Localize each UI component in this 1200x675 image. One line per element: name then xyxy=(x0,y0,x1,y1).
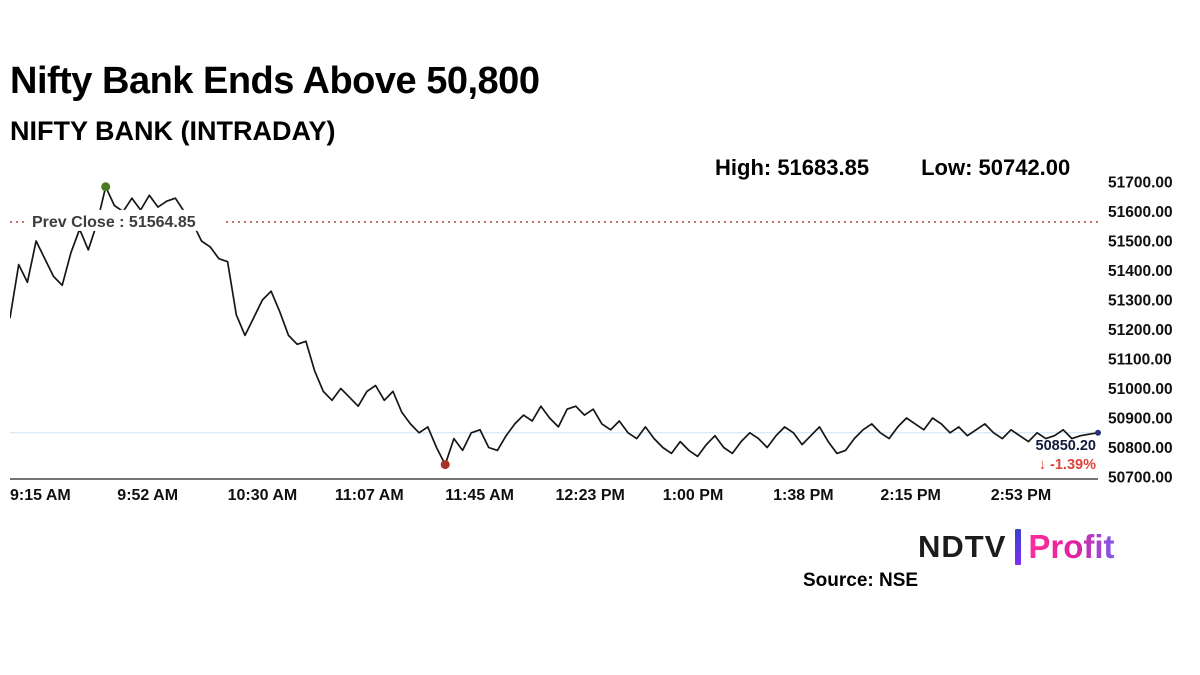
logo-divider-bar xyxy=(1015,529,1022,565)
y-axis-tick-label: 51500.00 xyxy=(1108,234,1173,251)
x-axis-tick-label: 1:38 PM xyxy=(773,487,833,504)
y-axis-tick-label: 51000.00 xyxy=(1108,381,1173,398)
y-axis-tick-label: 51100.00 xyxy=(1108,352,1172,369)
last-price-marker xyxy=(1095,429,1101,436)
y-axis-tick-label: 51300.00 xyxy=(1108,293,1173,310)
high-label: High: 51683.85 xyxy=(715,155,870,180)
prev-close-label-bg xyxy=(26,209,226,231)
page-title: Nifty Bank Ends Above 50,800 xyxy=(10,60,540,102)
last-change-label: ↓ -1.39% xyxy=(1039,457,1096,473)
x-axis-tick-label: 2:53 PM xyxy=(991,487,1051,504)
y-axis-tick-label: 50700.00 xyxy=(1108,470,1173,487)
x-axis-tick-label: 11:07 AM xyxy=(335,487,404,504)
intraday-price-chart: Prev Close : 51564.85 50850.20 ↓ -1.39% 517… xyxy=(9,175,1173,504)
chart-subtitle: NIFTY BANK (INTRADAY) xyxy=(10,116,336,146)
x-axis-tick-label: 9:52 AM xyxy=(117,487,178,504)
x-axis-tick-label: 2:15 PM xyxy=(880,487,940,504)
ndtv-profit-logo: NDTV Profit xyxy=(918,528,1115,566)
low-marker xyxy=(440,460,450,470)
x-axis-tick-label: 9:15 AM xyxy=(10,487,71,504)
source-label: Source: NSE xyxy=(803,570,919,591)
high-marker xyxy=(101,182,111,192)
x-axis-tick-label: 11:45 AM xyxy=(445,487,514,504)
y-axis-tick-label: 51400.00 xyxy=(1108,263,1173,280)
prev-close-label: Prev Close : 51564.85 xyxy=(32,214,196,231)
y-axis-tick-label: 50900.00 xyxy=(1108,411,1173,428)
profit-logo-text: Profit xyxy=(1028,528,1115,565)
ndtv-logo-text: NDTV xyxy=(918,529,1007,564)
x-axis-tick-label: 1:00 PM xyxy=(663,487,723,504)
last-price-label: 50850.20 xyxy=(1036,438,1096,454)
y-axis-tick-label: 51200.00 xyxy=(1108,322,1173,339)
y-axis-tick-label: 50800.00 xyxy=(1108,440,1173,457)
x-axis-tick-label: 12:23 PM xyxy=(556,487,625,504)
y-axis-tick-label: 51700.00 xyxy=(1108,175,1173,192)
high-low-row: High: 51683.85 Low: 50742.00 xyxy=(715,155,1070,181)
low-label: Low: 50742.00 xyxy=(921,155,1071,180)
x-axis-tick-label: 10:30 AM xyxy=(228,487,298,504)
chart-area: Prev Close : 51564.85 50850.20 ↓ -1.39% 517… xyxy=(9,170,1198,505)
y-axis-tick-label: 51600.00 xyxy=(1108,204,1173,221)
